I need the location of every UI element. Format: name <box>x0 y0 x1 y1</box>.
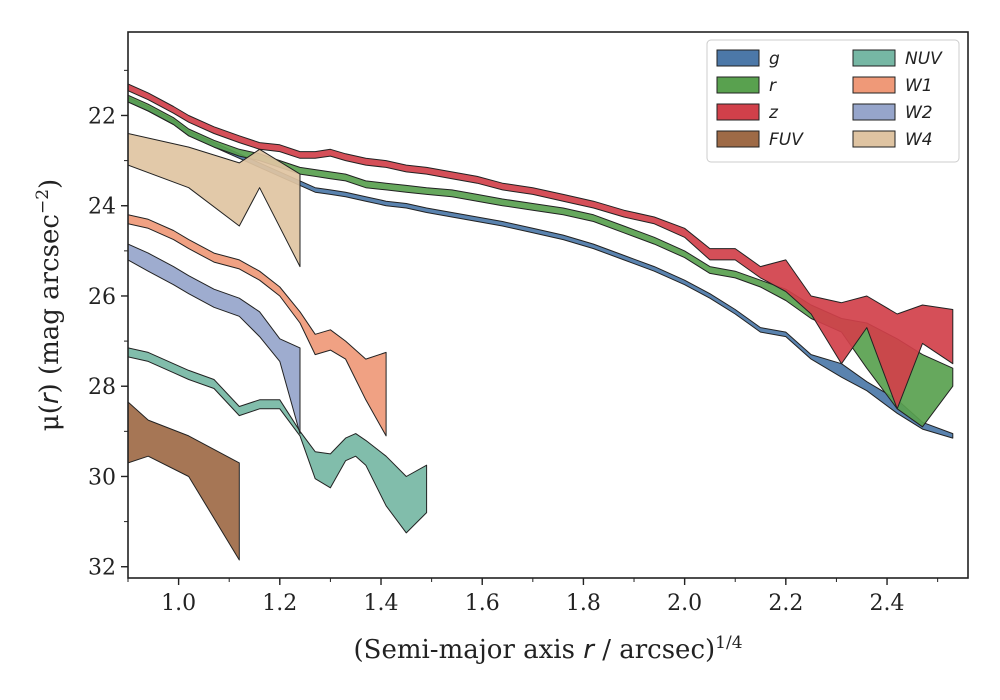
legend-swatch-FUV <box>716 130 760 148</box>
x-tick-label: 1.6 <box>465 591 500 616</box>
legend-label-z: z <box>768 103 779 123</box>
legend-box <box>706 39 960 163</box>
x-label-part: / arcsec) <box>594 635 715 665</box>
legend-label-NUV: NUV <box>905 49 943 69</box>
y-axis-label: μ(r) (mag arcsec−2) <box>33 179 65 431</box>
legend-swatch-W2 <box>852 103 896 121</box>
x-tick-label: 2.4 <box>870 591 905 616</box>
x-tick-label: 1.2 <box>262 591 297 616</box>
series-band-W1 <box>128 214 387 437</box>
x-tick-label: 2.0 <box>667 591 702 616</box>
series-layer <box>128 83 954 561</box>
legend-label-W1: W1 <box>905 76 933 96</box>
y-tick-label: 30 <box>88 465 116 490</box>
series-band-r <box>128 94 954 428</box>
legend-swatch-z <box>716 103 760 121</box>
x-tick-label: 1.0 <box>161 591 196 616</box>
series-band-g <box>128 96 954 439</box>
series-band-W4 <box>128 133 301 268</box>
legend-swatch-W1 <box>852 76 896 94</box>
series-band-z <box>128 83 954 410</box>
legend-label-W4: W4 <box>905 130 933 150</box>
legend: grz FUV NUV W1 W2 W4 <box>706 39 960 163</box>
y-tick-label: 26 <box>88 285 116 310</box>
legend-swatch-W4 <box>852 130 896 148</box>
y-tick-label: 28 <box>88 375 116 400</box>
legend-swatch-r <box>716 76 760 94</box>
legend-label-r: r <box>769 76 777 96</box>
y-tick-label: 24 <box>88 195 116 220</box>
y-label-var: r <box>35 391 65 404</box>
x-label-part: (Semi-major axis <box>353 635 583 665</box>
x-label-exponent: 1/4 <box>715 633 742 653</box>
series-band-FUV <box>128 401 240 561</box>
legend-swatch-g <box>716 49 760 67</box>
y-label-part: μ( <box>35 404 65 431</box>
y-tick-label: 22 <box>88 104 116 129</box>
x-tick-label: 1.8 <box>566 591 601 616</box>
legend-swatch-NUV <box>852 49 896 67</box>
legend-label-g: g <box>769 49 780 69</box>
series-band-NUV <box>128 347 428 534</box>
plot-frame <box>127 31 969 579</box>
y-label-part: ) <box>35 179 65 189</box>
y-label-part: ) (mag arcsec <box>35 214 65 393</box>
series-band-W2 <box>128 243 301 435</box>
x-axis-label: (Semi-major axis r / arcsec)1/4 <box>353 633 742 665</box>
x-tick-label: 2.2 <box>768 591 803 616</box>
legend-label-W2: W2 <box>905 103 933 123</box>
axes-layer: 1.0 1.2 1.4 1.6 1.8 2.0 2.2 2.4 22 24 26 28 30 32 <box>88 31 969 616</box>
y-label-exponent: −2 <box>33 189 53 214</box>
legend-label-FUV: FUV <box>769 130 804 150</box>
x-label-var: r <box>583 635 596 665</box>
y-tick-label: 32 <box>88 556 116 581</box>
x-tick-label: 1.4 <box>364 591 399 616</box>
